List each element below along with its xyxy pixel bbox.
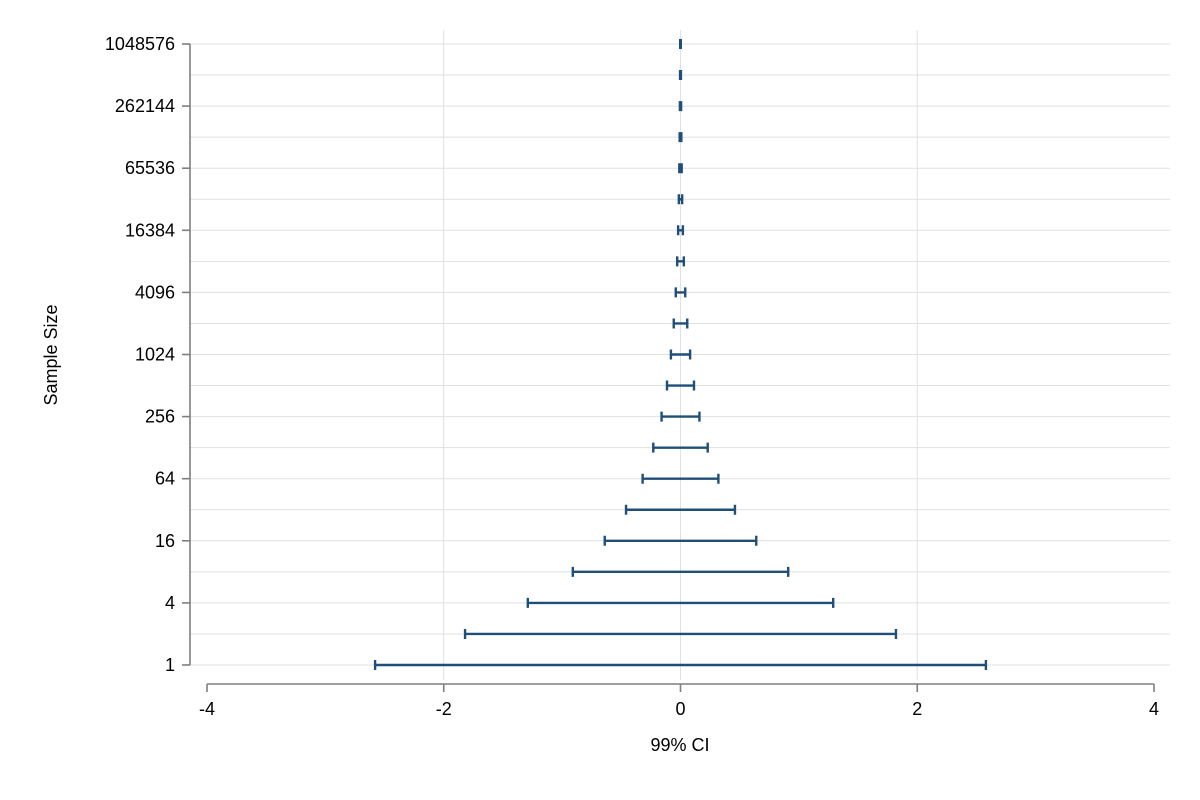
y-tick-label: 1024 bbox=[135, 345, 175, 365]
ci-bar-line bbox=[571, 566, 790, 577]
ci-bar-line bbox=[624, 504, 737, 515]
x-tick-label: -2 bbox=[436, 699, 452, 719]
x-tick-label: 4 bbox=[1149, 699, 1159, 719]
ci-bar bbox=[677, 194, 684, 205]
y-tick-label: 16 bbox=[155, 531, 175, 551]
x-tick-label: 0 bbox=[675, 699, 685, 719]
ci-bar bbox=[674, 287, 687, 298]
ci-bar-line bbox=[665, 380, 696, 391]
ci-bar bbox=[526, 597, 835, 608]
ci-bar bbox=[660, 411, 701, 422]
ci-bar-line bbox=[463, 628, 898, 639]
ci-bar-line bbox=[674, 287, 687, 298]
x-tick-label: -4 bbox=[199, 699, 215, 719]
ci-bar-line bbox=[677, 194, 684, 205]
ci-bar-line bbox=[672, 318, 689, 329]
ci-bar bbox=[676, 225, 685, 236]
y-tick-label: 4096 bbox=[135, 282, 175, 302]
y-tick-label: 16384 bbox=[125, 220, 175, 240]
ci-bar-line bbox=[641, 473, 720, 484]
ci-bar-line bbox=[652, 442, 709, 453]
ci-bar bbox=[373, 660, 988, 670]
ci-bar bbox=[463, 628, 898, 639]
ci-bar-line bbox=[676, 225, 685, 236]
ci-bar-line bbox=[526, 597, 835, 608]
ci-bar-line bbox=[675, 256, 686, 267]
ci-bar bbox=[652, 442, 709, 453]
ci-bars bbox=[373, 39, 988, 670]
ci-bar bbox=[624, 504, 737, 515]
ci-bar bbox=[669, 349, 692, 360]
ci-bar-line bbox=[678, 163, 683, 174]
ci-bar bbox=[571, 566, 790, 577]
ci-bar bbox=[672, 318, 689, 329]
ci-bar-line bbox=[373, 660, 988, 670]
ci-bar-line bbox=[603, 535, 758, 546]
y-tick-label: 64 bbox=[155, 469, 175, 489]
tick-labels: 1 4 16 64 256 1024 4096 16384 65536 262144 1048576… bbox=[105, 34, 1159, 719]
ci-bar bbox=[678, 163, 683, 174]
ci-bar bbox=[641, 473, 720, 484]
y-tick-label: 256 bbox=[145, 407, 175, 427]
x-tick-label: 2 bbox=[912, 699, 922, 719]
ci-bar bbox=[678, 101, 683, 112]
ci-bar bbox=[665, 380, 696, 391]
ci-bar-line bbox=[669, 349, 692, 360]
y-axis-title: Sample Size bbox=[41, 304, 61, 405]
ci-bar bbox=[679, 39, 682, 49]
ci-bar-line bbox=[678, 132, 683, 143]
ci-bar bbox=[678, 70, 683, 81]
ci-bar bbox=[603, 535, 758, 546]
x-axis-title: 99% CI bbox=[650, 735, 709, 755]
y-tick-label: 65536 bbox=[125, 158, 175, 178]
ci-bar-line bbox=[678, 70, 683, 81]
y-tick-label: 1 bbox=[165, 655, 175, 675]
y-tick-label: 4 bbox=[165, 593, 175, 613]
y-tick-label: 1048576 bbox=[105, 34, 175, 54]
ci-bar bbox=[675, 256, 686, 267]
axes bbox=[189, 44, 1154, 685]
ci-bar-line bbox=[678, 101, 683, 112]
y-tick-label: 262144 bbox=[115, 96, 175, 116]
ci-bar-line bbox=[660, 411, 701, 422]
ci-bar-line bbox=[679, 39, 682, 49]
ci-bar bbox=[678, 132, 683, 143]
